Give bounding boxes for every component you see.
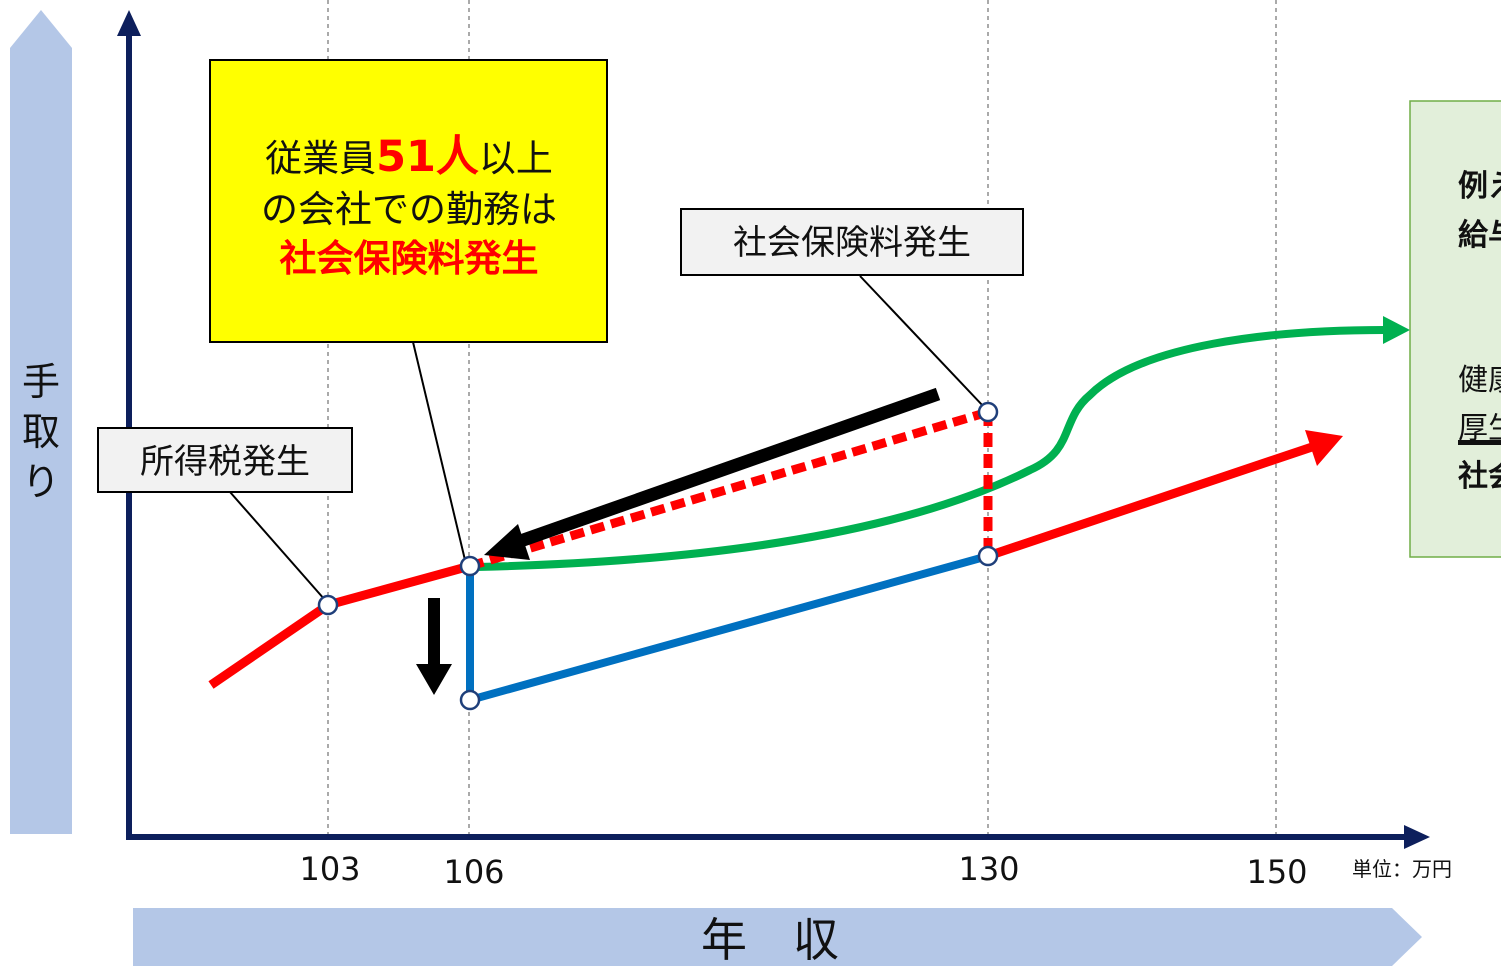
blue-line [466,552,990,706]
black-arrow-diagonal [509,387,941,551]
x-tick-103: 103 [299,850,360,888]
node-130-bottom [977,545,999,567]
x-axis-band [133,908,1422,966]
side-note-box [1409,100,1501,558]
x-tick-130: 130 [958,850,1019,888]
side-note-line1: 例え [1458,169,1501,204]
x-axis-label: 年 収 [701,913,839,966]
red-line-right [986,441,1317,561]
node-130-top [977,401,999,423]
callout-yellow-line3: 社会保険料発生 [280,237,539,280]
callout-social-text: 社会保険料発生 [733,223,971,263]
x-tick-150: 150 [1246,853,1307,891]
green-curve [475,326,1386,571]
black-arrowhead-diagonal [484,524,530,560]
callout-social-box [680,208,1024,276]
node-103 [317,594,339,616]
side-note-line2: 給与 [1458,218,1501,253]
y-axis-band [10,10,72,834]
callout-yellow-box [209,59,608,343]
node-106-top [459,555,481,577]
unit-label: 単位：万円 [1352,857,1452,881]
side-note-line5: 社会 [1458,459,1501,494]
red-arrowhead [1305,430,1343,466]
callout-income-tax-box [97,427,353,493]
side-note-line3: 健康 [1458,363,1501,398]
black-arrowhead-down [416,664,452,695]
leader-yellow [412,341,466,561]
y-axis-label-char-1: 手 [22,360,60,404]
yellow-line1-c: 以上 [479,137,553,180]
red-dashed-slope [468,407,990,571]
y-axis-label-char-3: り [22,460,60,504]
node-106-bottom [459,689,481,711]
y-axis-arrowhead [117,10,141,36]
green-arrowhead [1383,316,1410,344]
side-note-line4: 厚生 [1458,411,1501,446]
callout-yellow-line1: 従業員51人以上 [265,132,553,182]
yellow-line1-a: 従業員 [265,137,376,180]
yellow-line1-b: 51人 [376,132,479,182]
leader-income-tax [229,491,326,601]
x-tick-106: 106 [443,853,504,891]
callout-income-tax-text: 所得税発生 [140,442,310,482]
leader-social [859,275,985,408]
callout-yellow-line2: の会社での勤務は [261,188,557,231]
x-axis-arrowhead [1404,825,1430,849]
y-axis-label-char-2: 取 [22,410,60,454]
